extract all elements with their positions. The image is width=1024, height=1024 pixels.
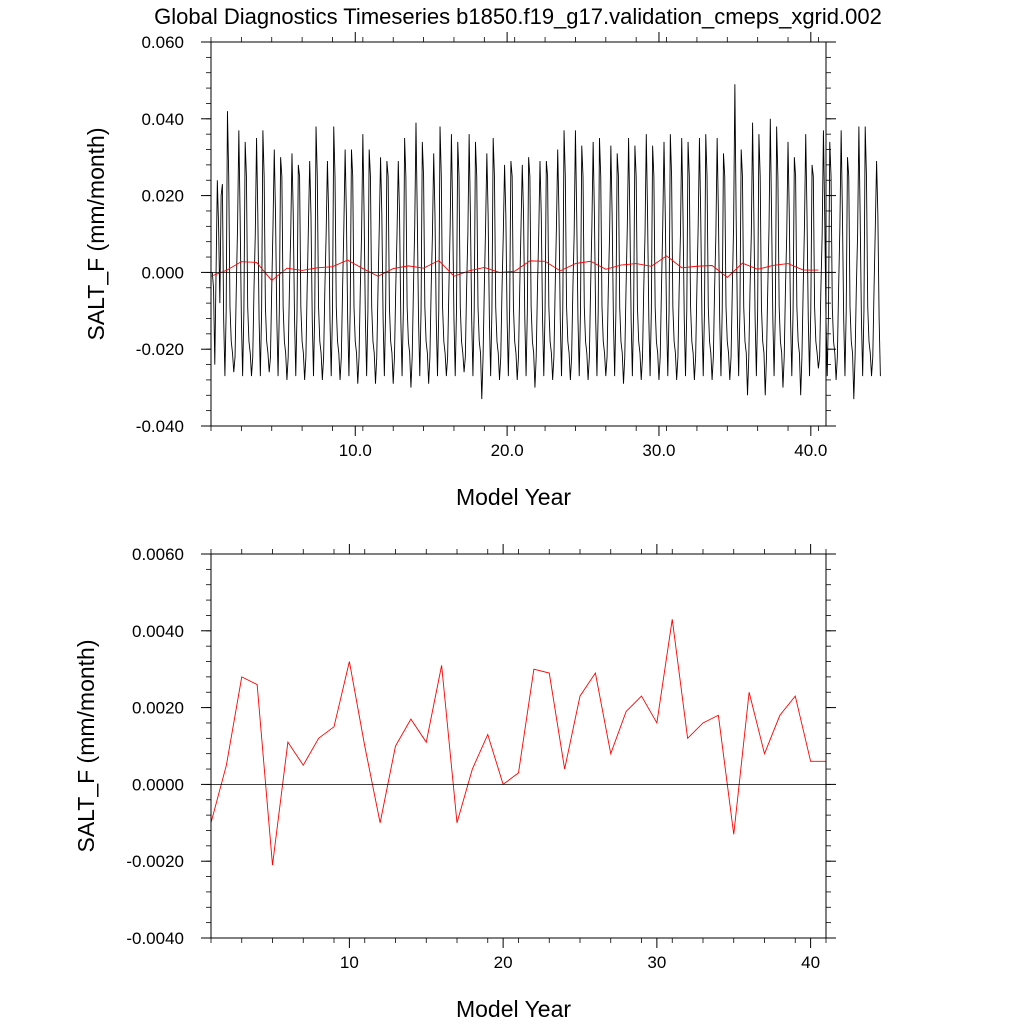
y-tick-label: 0.040 bbox=[141, 110, 184, 129]
y-tick-label: 0.060 bbox=[141, 33, 184, 52]
plot-frame bbox=[210, 553, 827, 939]
series-line-0 bbox=[211, 84, 881, 400]
y-tick-label: 0.0020 bbox=[132, 699, 184, 718]
series-line-1 bbox=[210, 255, 819, 282]
y-tick-label: 0.020 bbox=[141, 187, 184, 206]
y-tick-label: -0.020 bbox=[136, 340, 184, 359]
series-line-0 bbox=[210, 619, 826, 866]
x-axis-label: Model Year bbox=[456, 996, 571, 1022]
bottom-panel: -0.0040 -0.0020 0.0000 0.0020 0.0040 0.0060 10… bbox=[73, 544, 836, 1022]
x-tick-label: 30.0 bbox=[642, 441, 675, 460]
x-tick-label: 10.0 bbox=[339, 441, 372, 460]
y-tick-label: 0.0040 bbox=[132, 622, 184, 641]
figure-title: Global Diagnostics Timeseries b1850.f19_… bbox=[154, 4, 882, 29]
top-panel: -0.040 -0.020 0.000 0.020 0.040 0.060 10.0 20.0… bbox=[83, 32, 881, 510]
x-tick-label: 40.0 bbox=[794, 441, 827, 460]
y-axis-label: SALT_F (mm/month) bbox=[83, 128, 109, 341]
y-tick-label: 0.0060 bbox=[132, 545, 184, 564]
plot-frame bbox=[210, 41, 827, 427]
x-axis-label: Model Year bbox=[456, 484, 571, 510]
y-tick-label: -0.040 bbox=[136, 417, 184, 436]
x-tick-label: 20 bbox=[494, 953, 513, 972]
y-tick-label: 0.000 bbox=[141, 263, 184, 282]
y-tick-label: -0.0040 bbox=[126, 929, 184, 948]
y-tick-label: -0.0020 bbox=[126, 852, 184, 871]
x-tick-label: 10 bbox=[340, 953, 359, 972]
x-tick-label: 40 bbox=[801, 953, 820, 972]
y-tick-label: 0.0000 bbox=[132, 775, 184, 794]
x-tick-label: 20.0 bbox=[491, 441, 524, 460]
y-axis-label: SALT_F (mm/month) bbox=[73, 640, 99, 853]
x-tick-label: 30 bbox=[647, 953, 666, 972]
